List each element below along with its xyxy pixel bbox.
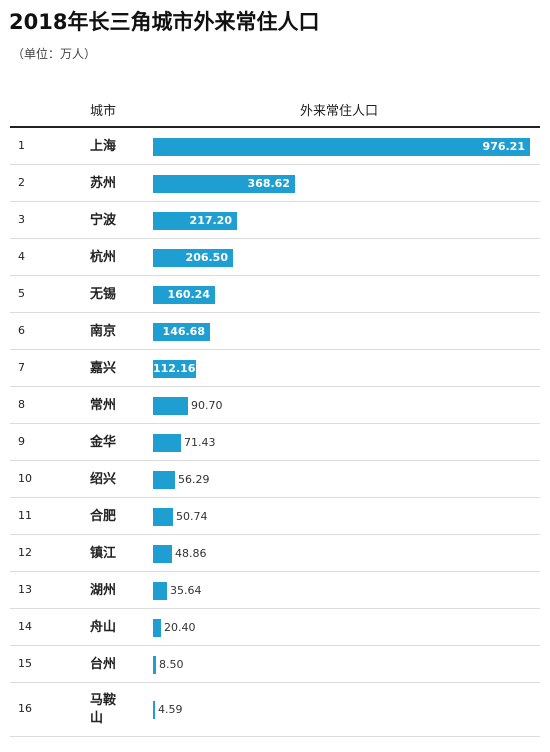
data-label: 48.86 — [175, 547, 207, 560]
bar — [153, 434, 181, 452]
table-row: 16 马鞍山 4.59 — [10, 683, 540, 737]
rank-label: 12 — [18, 546, 32, 559]
chart-subtitle: （单位：万人） — [12, 47, 97, 61]
table-row: 10 绍兴 56.29 — [10, 461, 540, 498]
data-label: 20.40 — [164, 621, 196, 634]
rank-label: 5 — [18, 287, 25, 300]
rank-label: 8 — [18, 398, 25, 411]
table-row: 11 合肥 50.74 — [10, 498, 540, 535]
table-row: 12 镇江 48.86 — [10, 535, 540, 572]
category-label: 舟山 — [90, 620, 117, 635]
bar — [153, 212, 237, 230]
data-label: 8.50 — [159, 658, 184, 671]
table-row: 15 台州 8.50 — [10, 646, 540, 683]
category-label: 上海 — [90, 139, 117, 154]
table-row: 2 苏州 368.62 — [10, 165, 540, 202]
rank-label: 4 — [18, 250, 25, 263]
bar — [153, 138, 530, 156]
category-label: 苏州 — [90, 176, 117, 191]
bar — [153, 701, 155, 719]
data-label: 160.24 — [167, 288, 210, 301]
data-label: 4.59 — [158, 703, 183, 716]
table-row: 6 南京 146.68 — [10, 313, 540, 350]
data-label: 71.43 — [184, 436, 216, 449]
bar — [153, 582, 167, 600]
table-row: 13 湖州 35.64 — [10, 572, 540, 609]
category-label: 杭州 — [90, 250, 117, 265]
category-label: 合肥 — [90, 509, 117, 524]
column-header-value: 外来常住人口 — [300, 104, 379, 119]
category-label: 马鞍山 — [90, 693, 117, 726]
table-row: 5 无锡 160.24 — [10, 276, 540, 313]
table-row: 4 杭州 206.50 — [10, 239, 540, 276]
bar — [153, 397, 188, 415]
bar — [153, 508, 173, 526]
chart-title: 2018年长三角城市外来常住人口 — [9, 10, 320, 34]
data-label: 112.16 — [153, 362, 196, 375]
category-label: 金华 — [90, 435, 117, 450]
bar — [153, 545, 172, 563]
data-label: 368.62 — [247, 177, 290, 190]
data-label: 206.50 — [185, 251, 228, 264]
bar — [153, 360, 196, 378]
table-row: 14 舟山 20.40 — [10, 609, 540, 646]
rank-label: 1 — [18, 139, 25, 152]
bar — [153, 286, 215, 304]
rank-label: 6 — [18, 324, 25, 337]
category-label: 宁波 — [90, 213, 117, 228]
rank-label: 16 — [18, 702, 32, 715]
data-label: 976.21 — [482, 140, 525, 153]
rank-label: 10 — [18, 472, 32, 485]
table-row: 8 常州 90.70 — [10, 387, 540, 424]
category-label: 常州 — [90, 398, 117, 413]
data-label: 90.70 — [191, 399, 223, 412]
category-label: 湖州 — [90, 583, 117, 598]
bar — [153, 619, 161, 637]
category-label: 绍兴 — [90, 472, 117, 487]
rank-label: 14 — [18, 620, 32, 633]
bar — [153, 656, 156, 674]
data-label: 35.64 — [170, 584, 202, 597]
bar — [153, 249, 233, 267]
data-label: 146.68 — [162, 325, 205, 338]
rank-label: 7 — [18, 361, 25, 374]
table-row: 9 金华 71.43 — [10, 424, 540, 461]
category-label: 镇江 — [90, 546, 117, 561]
rank-label: 2 — [18, 176, 25, 189]
category-label: 嘉兴 — [90, 361, 117, 376]
rank-label: 9 — [18, 435, 25, 448]
category-label: 南京 — [90, 324, 117, 339]
data-label: 56.29 — [178, 473, 210, 486]
rank-label: 3 — [18, 213, 25, 226]
category-label: 台州 — [90, 657, 117, 672]
bar — [153, 175, 295, 193]
rank-label: 15 — [18, 657, 32, 670]
column-header-city: 城市 — [90, 104, 117, 119]
rank-label: 11 — [18, 509, 32, 522]
category-label: 无锡 — [90, 287, 117, 302]
table-row: 1 上海 976.21 — [10, 128, 540, 165]
table-row: 7 嘉兴 112.16 — [10, 350, 540, 387]
header-divider — [10, 126, 540, 128]
bar — [153, 323, 210, 341]
data-label: 50.74 — [176, 510, 208, 523]
bar — [153, 471, 175, 489]
data-label: 217.20 — [189, 214, 232, 227]
rank-label: 13 — [18, 583, 32, 596]
table-row: 3 宁波 217.20 — [10, 202, 540, 239]
